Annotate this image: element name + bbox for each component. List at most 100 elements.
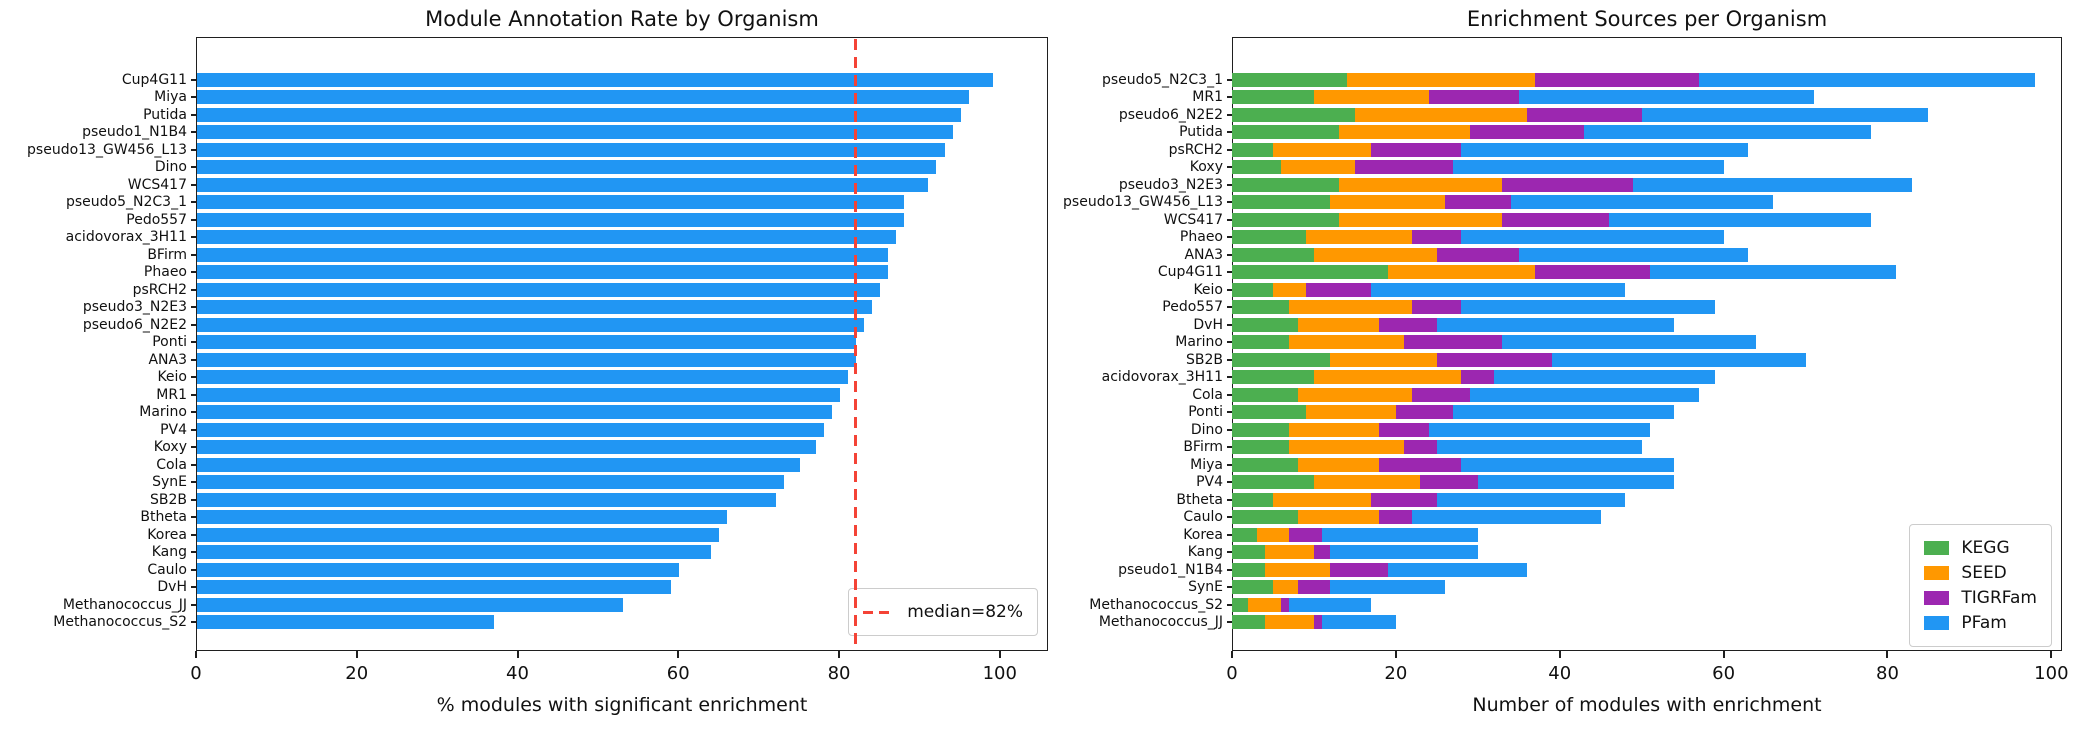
bar-dino <box>197 160 937 175</box>
stacked-bar-segment-seed <box>1338 177 1503 192</box>
stacked-bar-segment-pfam <box>1510 195 1773 210</box>
y-tick-mark <box>191 428 196 431</box>
bar-miya <box>197 90 969 105</box>
bar-pedo557 <box>197 212 905 227</box>
y-tick-mark <box>1227 236 1232 239</box>
y-axis-label-kang: Kang <box>151 544 187 561</box>
y-tick-mark <box>191 131 196 134</box>
legend-item-tigrfam: TIGRFam <box>1924 588 2037 608</box>
stacked-bar-segment-kegg <box>1232 90 1314 105</box>
stacked-bar-segment-tigrfam <box>1289 527 1323 542</box>
y-axis-label-methanococcus_jj: Methanococcus_JJ <box>1098 614 1223 630</box>
stacked-bar-segment-pfam <box>1461 142 1749 157</box>
stacked-bar-segment-seed <box>1264 615 1314 629</box>
stacked-bar-segment-tigrfam <box>1436 352 1552 367</box>
y-axis-label-cup4g11: Cup4G11 <box>121 72 187 88</box>
y-tick-mark <box>191 533 196 536</box>
y-tick-mark <box>1227 551 1232 554</box>
y-tick-mark <box>1227 411 1232 414</box>
y-axis-label-pv4: PV4 <box>1196 474 1223 491</box>
y-axis-label-syne: SynE <box>1188 579 1223 596</box>
y-tick-mark <box>191 79 196 81</box>
bar-pseudo1_n1b4 <box>197 125 953 140</box>
y-tick-mark <box>1227 341 1232 344</box>
y-axis-label-methanococcus_jj: Methanococcus_JJ <box>62 596 187 613</box>
legend-item-seed: SEED <box>1924 563 2037 583</box>
stacked-bar-segment-seed <box>1297 387 1413 402</box>
stacked-bar-segment-pfam <box>1518 247 1749 262</box>
stacked-bar-segment-kegg <box>1232 615 1265 629</box>
y-axis-label-koxy: Koxy <box>153 439 187 456</box>
bar-pv4 <box>197 422 824 437</box>
y-axis-label-bfirm: BFirm <box>147 246 187 263</box>
stacked-bar-segment-seed <box>1272 580 1298 595</box>
legend-item-kegg: KEGG <box>1924 538 2037 558</box>
stacked-bar-segment-tigrfam <box>1502 177 1634 192</box>
stacked-bar-segment-seed <box>1297 317 1380 332</box>
kegg-swatch <box>1924 541 1950 555</box>
bar-sb2b <box>197 492 776 507</box>
stacked-bar-segment-seed <box>1330 352 1437 367</box>
y-axis-label-wcs417: WCS417 <box>127 176 187 193</box>
stacked-bar-segment-seed <box>1289 335 1405 350</box>
y-tick-mark <box>1227 498 1232 501</box>
bar-keio <box>197 370 849 385</box>
y-axis-label-keio: Keio <box>157 369 187 386</box>
left-chart-title: Module Annotation Rate by Organism <box>425 7 819 31</box>
stacked-bar-segment-pfam <box>1584 125 1872 140</box>
stacked-bar-segment-pfam <box>1461 230 1724 245</box>
y-tick-mark <box>191 96 196 99</box>
bar-wcs417 <box>197 177 929 192</box>
y-tick-mark <box>1227 481 1232 484</box>
stacked-bar-segment-pfam <box>1453 405 1675 420</box>
y-tick-mark <box>1227 96 1232 99</box>
y-axis-label-cup4g11: Cup4G11 <box>1157 264 1223 281</box>
x-tick-mark <box>998 651 1001 658</box>
bar-ponti <box>197 335 857 350</box>
stacked-bar-segment-pfam <box>1469 387 1700 402</box>
stacked-bar-segment-pfam <box>1436 492 1626 507</box>
stacked-bar-segment-seed <box>1313 90 1429 105</box>
stacked-bar-segment-seed <box>1272 142 1372 157</box>
y-tick-mark <box>1227 446 1232 449</box>
bar-bfirm <box>197 247 889 262</box>
y-axis-label-kang: Kang <box>1187 544 1223 561</box>
stacked-bar-segment-pfam <box>1461 457 1675 472</box>
y-tick-mark <box>1227 218 1232 221</box>
y-axis-label-ponti: Ponti <box>1188 404 1223 421</box>
y-tick-mark <box>191 516 196 519</box>
y-tick-mark <box>191 498 196 501</box>
stacked-bar-segment-kegg <box>1232 160 1282 175</box>
stacked-bar-segment-tigrfam <box>1354 160 1454 175</box>
y-axis-label-miya: Miya <box>154 89 187 106</box>
y-axis-label-pseudo5_n2c3_1: pseudo5_N2C3_1 <box>66 194 187 211</box>
stacked-bar-segment-pfam <box>1518 90 1814 105</box>
y-tick-mark <box>1227 603 1232 606</box>
stacked-bar-segment-kegg <box>1232 440 1290 455</box>
stacked-bar-segment-tigrfam <box>1379 457 1462 472</box>
y-axis-label-phaeo: Phaeo <box>143 264 187 281</box>
x-tick-mark <box>1394 651 1397 658</box>
bar-acidovorax_3h11 <box>197 230 897 245</box>
y-axis-label-pv4: PV4 <box>160 421 187 438</box>
y-axis-label-sb2b: SB2B <box>149 491 187 508</box>
y-tick-mark <box>1227 113 1232 116</box>
stacked-bar-segment-pfam <box>1453 160 1724 175</box>
y-tick-mark <box>1227 201 1232 204</box>
stacked-bar-segment-tigrfam <box>1379 422 1429 437</box>
x-tick-mark <box>1558 651 1561 658</box>
y-tick-mark <box>1227 166 1232 169</box>
y-axis-label-dvh: DvH <box>1193 316 1223 333</box>
stacked-bar-segment-tigrfam <box>1469 125 1585 140</box>
stacked-bar-segment-seed <box>1272 282 1306 297</box>
y-axis-label-cola: Cola <box>1192 386 1223 403</box>
x-tick-mark <box>677 651 680 658</box>
stacked-bar-segment-kegg <box>1232 317 1298 332</box>
stacked-bar-segment-seed <box>1297 457 1380 472</box>
legend-label-seed: SEED <box>1961 563 2007 583</box>
stacked-bar-segment-tigrfam <box>1526 107 1642 122</box>
stacked-bar-segment-seed <box>1330 195 1446 210</box>
x-tick-label: 100 <box>2034 663 2069 684</box>
stacked-bar-segment-seed <box>1305 405 1396 420</box>
